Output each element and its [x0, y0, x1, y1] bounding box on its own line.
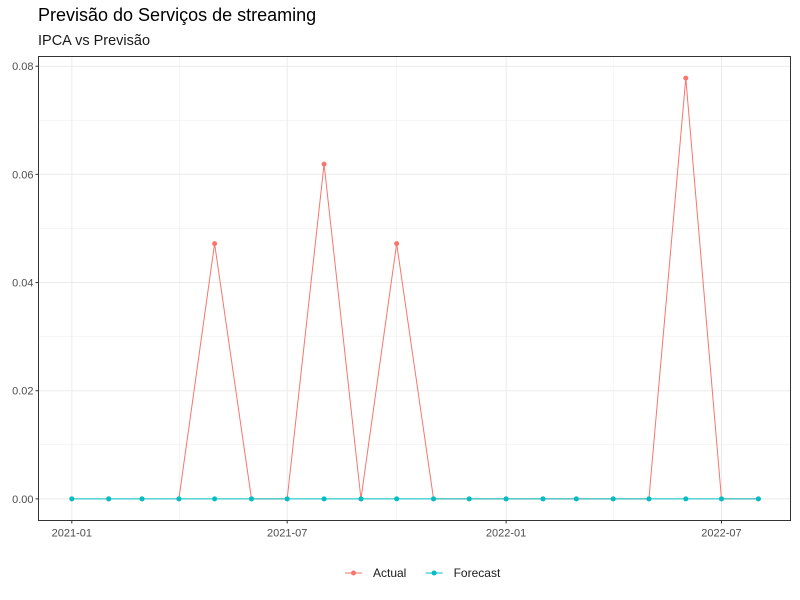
- y-tick-label: 0.02: [12, 386, 33, 398]
- legend: Actual Forecast: [345, 566, 501, 580]
- data-point-actual: [683, 75, 689, 81]
- data-point-actual: [212, 241, 218, 247]
- legend-label: Forecast: [454, 566, 501, 580]
- data-point-actual: [394, 241, 400, 247]
- data-point-forecast: [540, 496, 546, 502]
- series-layer: [69, 75, 761, 502]
- x-tick-label: 2021-07: [267, 528, 307, 540]
- data-point-forecast: [284, 496, 290, 502]
- data-point-forecast: [248, 496, 254, 502]
- data-point-forecast: [69, 496, 75, 502]
- data-point-forecast: [503, 496, 509, 502]
- data-point-forecast: [755, 496, 761, 502]
- panel-border: [38, 56, 791, 521]
- legend-label: Actual: [373, 566, 406, 580]
- y-tick-label: 0.08: [12, 61, 33, 73]
- chart-title: Previsão do Serviços de streaming: [38, 5, 317, 25]
- data-point-forecast: [212, 496, 218, 502]
- chart-subtitle: IPCA vs Previsão: [38, 33, 151, 49]
- data-point-forecast: [321, 496, 327, 502]
- x-tick-label: 2021-01: [52, 528, 92, 540]
- x-tick-label: 2022-01: [486, 528, 526, 540]
- x-tick-label: 2022-07: [701, 528, 741, 540]
- legend-item-forecast: Forecast: [425, 566, 501, 580]
- y-tick-label: 0.04: [12, 278, 33, 290]
- data-point-forecast: [466, 496, 472, 502]
- data-point-forecast: [106, 496, 112, 502]
- data-point-forecast: [573, 496, 579, 502]
- data-point-forecast: [646, 496, 652, 502]
- data-point-forecast: [176, 496, 182, 502]
- data-point-forecast: [394, 496, 400, 502]
- data-point-forecast: [358, 496, 364, 502]
- axis-layer: 0.00 0.02 0.04 0.06 0.08 2021-01 2021-07 2022-0…: [12, 61, 742, 539]
- data-point-forecast: [139, 496, 145, 502]
- data-point-actual: [321, 161, 327, 167]
- legend-key-point: [351, 570, 356, 576]
- legend-item-actual: Actual: [345, 566, 406, 580]
- y-tick-label: 0.06: [12, 169, 33, 181]
- data-point-forecast: [610, 496, 616, 502]
- data-point-forecast: [683, 496, 689, 502]
- data-point-forecast: [718, 496, 724, 502]
- data-point-forecast: [431, 496, 437, 502]
- series-line-actual: [178, 78, 759, 500]
- major-gridlines: [38, 56, 791, 521]
- minor-gridlines: [38, 56, 791, 521]
- y-tick-label: 0.00: [12, 494, 33, 506]
- legend-key-point: [431, 570, 437, 576]
